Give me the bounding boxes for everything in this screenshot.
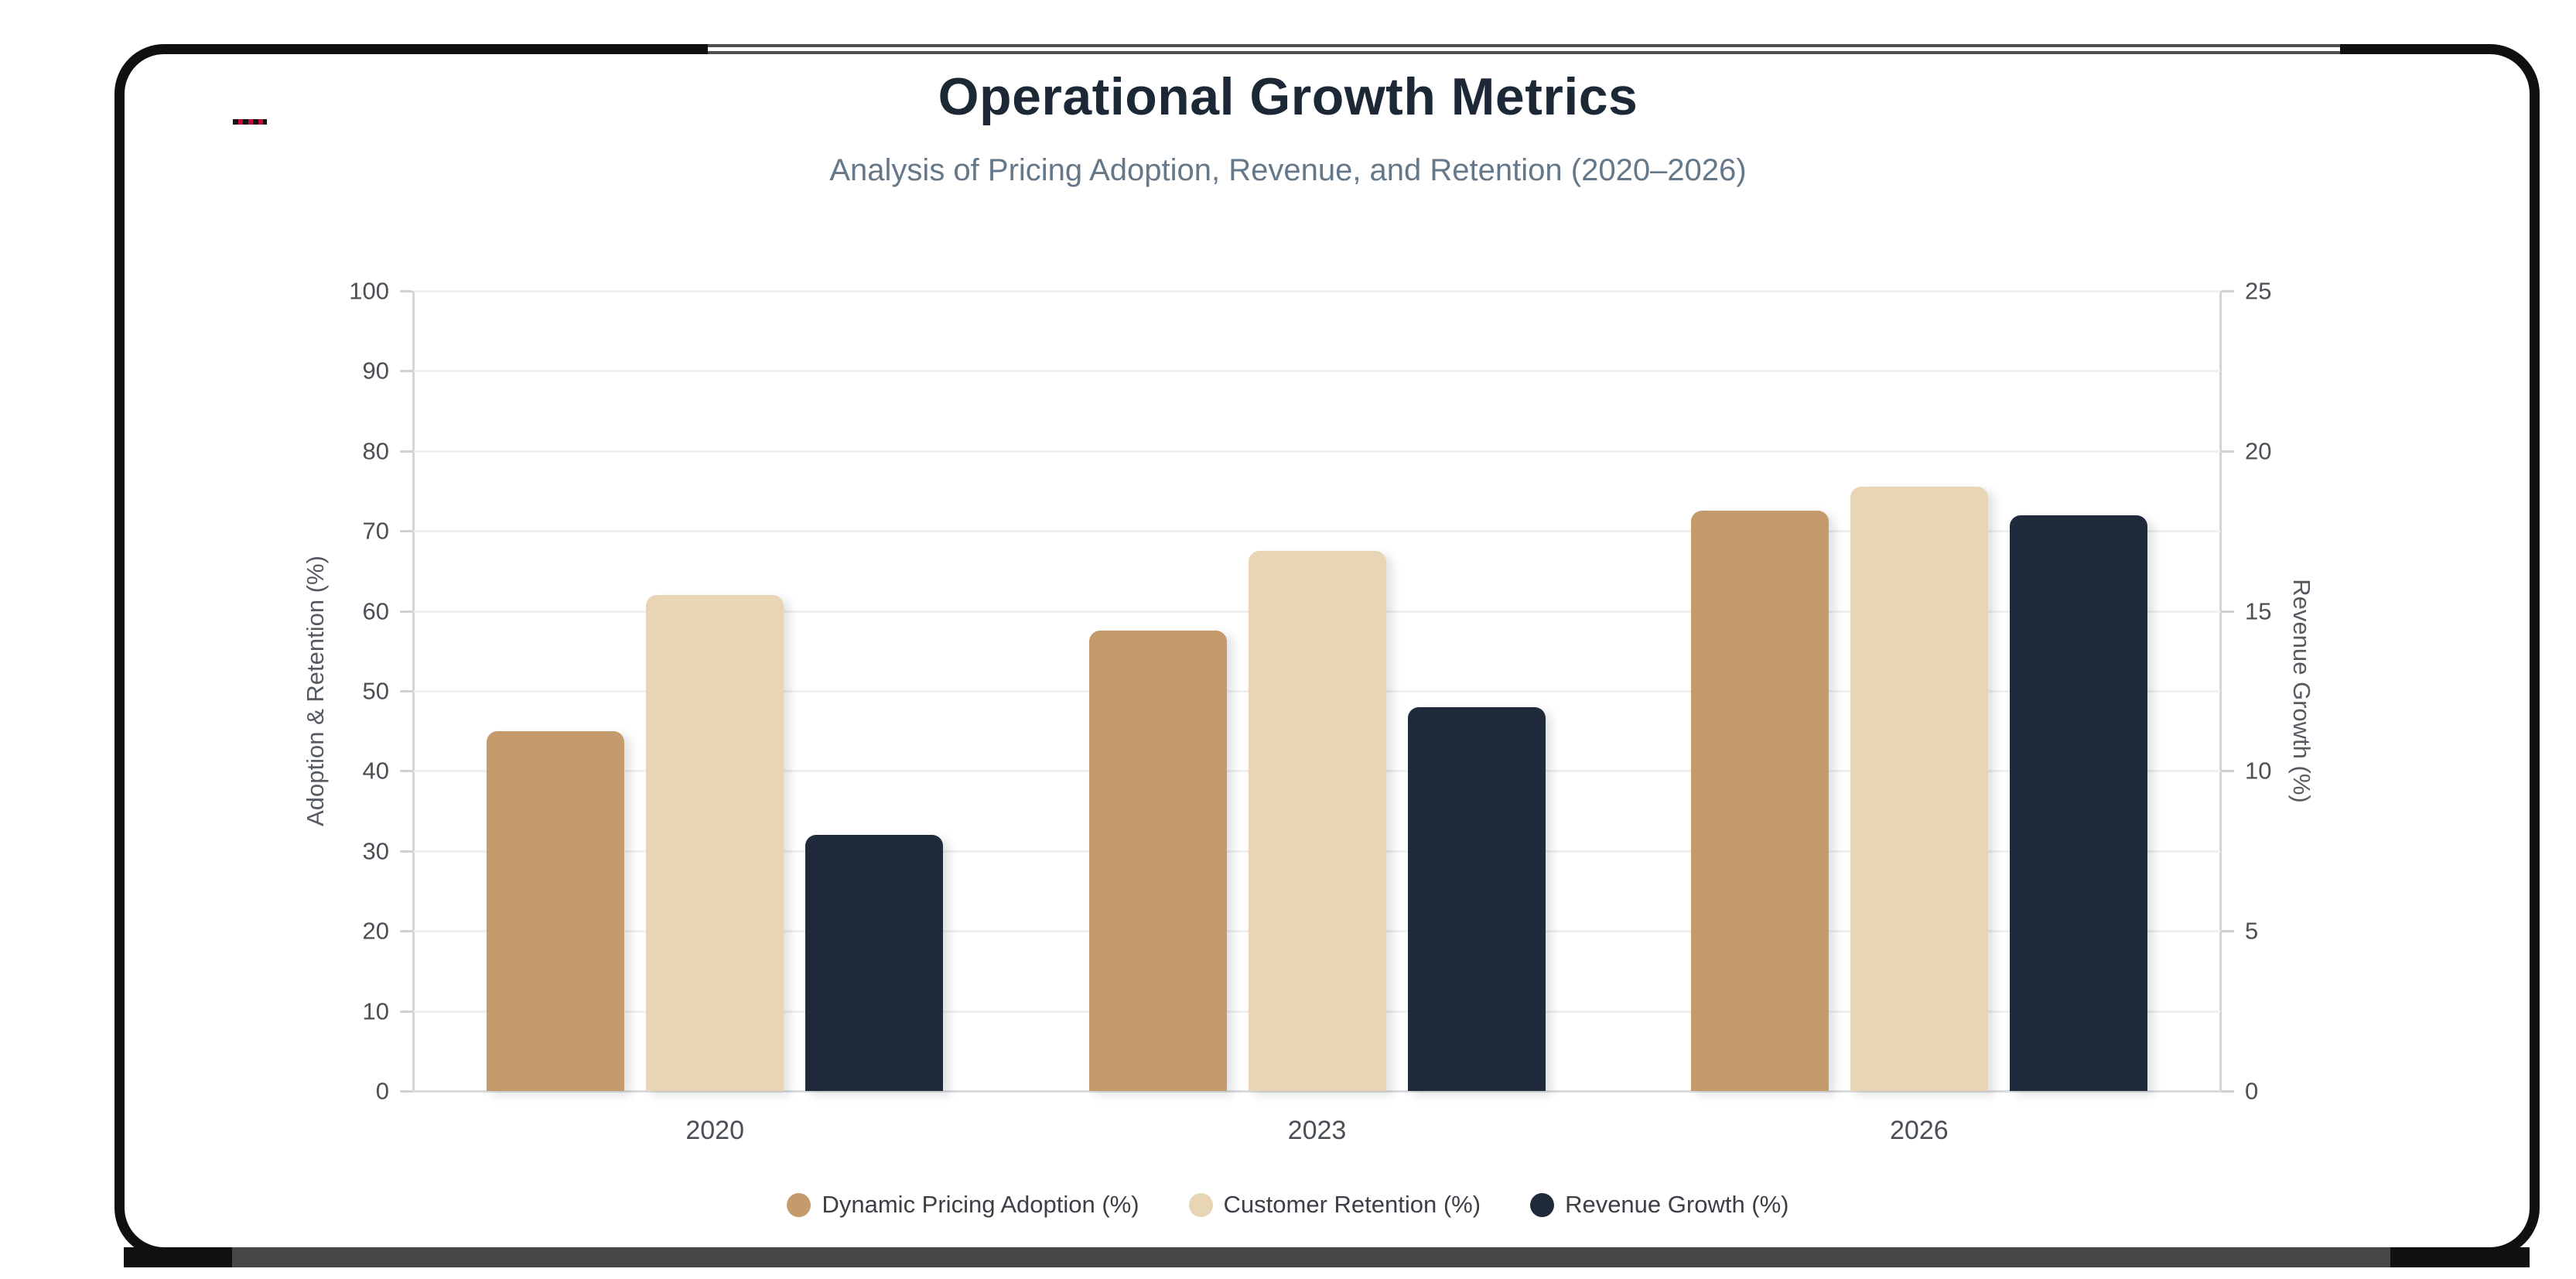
left-tick-label-100: 100 bbox=[349, 277, 389, 305]
left-tick-label-80: 80 bbox=[362, 437, 389, 465]
left-tick-label-70: 70 bbox=[362, 517, 389, 545]
left-tick-label-30: 30 bbox=[362, 837, 389, 865]
left-tick-mark-40 bbox=[400, 770, 412, 773]
bar-2023-series-1[interactable] bbox=[1088, 631, 1227, 1091]
bar-2026-series-1[interactable] bbox=[1690, 511, 1829, 1091]
right-tick-label-15: 15 bbox=[2245, 597, 2272, 625]
legend-item-label: Revenue Growth (%) bbox=[1565, 1191, 1789, 1218]
right-tick-mark-15 bbox=[2222, 610, 2234, 613]
gridline-70 bbox=[414, 530, 2220, 533]
legend-item-2[interactable]: Customer Retention (%) bbox=[1188, 1191, 1481, 1219]
right-tick-label-20: 20 bbox=[2245, 437, 2272, 465]
bar-2026-series-3[interactable] bbox=[2009, 515, 2147, 1091]
right-tick-label-10: 10 bbox=[2245, 757, 2272, 785]
bar-2020-series-3[interactable] bbox=[805, 835, 944, 1091]
page-title: Operational Growth Metrics bbox=[938, 67, 1638, 126]
left-tick-mark-0 bbox=[400, 1090, 412, 1093]
frame-top-gray-segment bbox=[708, 44, 2340, 54]
right-axis-line bbox=[2219, 291, 2222, 1091]
left-tick-mark-30 bbox=[400, 850, 412, 853]
right-tick-label-25: 25 bbox=[2245, 277, 2272, 305]
right-tick-mark-5 bbox=[2222, 930, 2234, 933]
legend-item-label: Customer Retention (%) bbox=[1223, 1191, 1481, 1218]
right-tick-label-5: 5 bbox=[2245, 917, 2259, 945]
bar-2020-series-1[interactable] bbox=[487, 730, 625, 1091]
bar-2020-series-2[interactable] bbox=[646, 594, 784, 1091]
right-tick-mark-0 bbox=[2222, 1090, 2234, 1093]
right-tick-mark-25 bbox=[2222, 290, 2234, 292]
right-tick-mark-10 bbox=[2222, 770, 2234, 773]
left-tick-label-50: 50 bbox=[362, 677, 389, 705]
left-tick-mark-70 bbox=[400, 530, 412, 533]
legend: Dynamic Pricing Adoption (%) Customer Ret… bbox=[0, 1178, 2576, 1232]
plot-area: 0 10 20 30 40 50 60 70 80 90 100 0 5 10 15 20 25 2020 2023… bbox=[349, 279, 2271, 1146]
left-tick-mark-80 bbox=[400, 450, 412, 453]
gridline-90 bbox=[414, 370, 2220, 373]
right-tick-mark-20 bbox=[2222, 450, 2234, 453]
left-tick-label-10: 10 bbox=[362, 997, 389, 1025]
left-tick-mark-10 bbox=[400, 1010, 412, 1013]
legend-dot-icon bbox=[787, 1192, 811, 1217]
left-tick-mark-50 bbox=[400, 690, 412, 693]
legend-dot-icon bbox=[1188, 1192, 1213, 1217]
bar-2026-series-2[interactable] bbox=[1850, 487, 1988, 1091]
bar-2023-series-2[interactable] bbox=[1248, 551, 1386, 1091]
page-subtitle: Analysis of Pricing Adoption, Revenue, a… bbox=[829, 153, 1747, 187]
legend-dot-icon bbox=[1530, 1192, 1555, 1217]
left-tick-mark-20 bbox=[400, 930, 412, 933]
x-axis-baseline bbox=[412, 1090, 2222, 1093]
category-label-2020: 2020 bbox=[685, 1116, 744, 1145]
gridline-100 bbox=[414, 290, 2220, 292]
left-tick-mark-100 bbox=[400, 290, 412, 292]
left-tick-label-40: 40 bbox=[362, 757, 389, 785]
left-axis-line bbox=[412, 291, 415, 1091]
frame-bottom-black-right bbox=[2390, 1247, 2530, 1267]
right-axis-title: Revenue Growth (%) bbox=[2288, 579, 2315, 803]
frame-bottom-bar bbox=[232, 1247, 2390, 1267]
red-dash-mark bbox=[233, 119, 267, 125]
bar-2023-series-3[interactable] bbox=[1407, 706, 1546, 1091]
left-tick-label-20: 20 bbox=[362, 917, 389, 945]
left-tick-label-60: 60 bbox=[362, 597, 389, 625]
frame-bottom-black-left bbox=[124, 1247, 232, 1267]
left-tick-mark-90 bbox=[400, 370, 412, 373]
legend-item-label: Dynamic Pricing Adoption (%) bbox=[822, 1191, 1139, 1218]
right-tick-label-0: 0 bbox=[2245, 1077, 2259, 1105]
left-tick-label-0: 0 bbox=[375, 1077, 389, 1105]
category-label-2023: 2023 bbox=[1287, 1116, 1347, 1145]
legend-item-1[interactable]: Dynamic Pricing Adoption (%) bbox=[787, 1191, 1139, 1219]
legend-item-3[interactable]: Revenue Growth (%) bbox=[1530, 1191, 1789, 1219]
gridline-80 bbox=[414, 450, 2220, 453]
left-axis-title: Adoption & Retention (%) bbox=[302, 556, 329, 826]
category-label-2026: 2026 bbox=[1890, 1116, 1949, 1145]
left-tick-label-90: 90 bbox=[362, 357, 389, 385]
left-tick-mark-60 bbox=[400, 610, 412, 613]
